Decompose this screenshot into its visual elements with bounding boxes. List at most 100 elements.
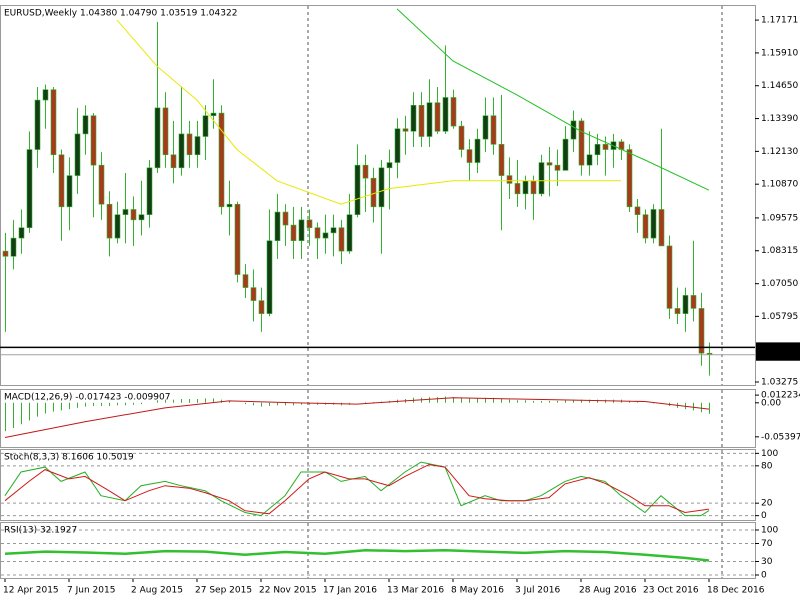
candle-body: [466, 149, 473, 163]
candle-body: [586, 154, 593, 166]
y-tick-label: -0.05397: [761, 432, 800, 442]
candle-body: [666, 245, 673, 309]
candle-body: [642, 214, 649, 239]
candle-body: [530, 180, 537, 195]
candle-body: [242, 274, 249, 288]
y-tick-label: 0: [761, 511, 767, 521]
candle-body: [602, 144, 609, 150]
candle-body: [82, 115, 89, 135]
candle-body: [34, 99, 41, 150]
candle-body: [42, 89, 49, 101]
y-tick-label: 100: [761, 526, 778, 536]
candle-body: [378, 167, 385, 208]
y-tick-label: 100: [761, 449, 778, 459]
candle-body: [322, 232, 329, 239]
candle-body: [634, 206, 641, 215]
candle-body: [658, 209, 665, 247]
x-tick-label: 7 Jun 2015: [67, 586, 115, 596]
candle-body: [18, 227, 25, 239]
candle-body: [210, 112, 217, 116]
candle-body: [594, 144, 601, 156]
indicator-line: [116, 19, 621, 205]
candle-body: [554, 164, 561, 171]
candle-body: [2, 250, 9, 257]
candle-body: [162, 107, 169, 156]
price-tag-box: [756, 342, 800, 353]
candle-body: [226, 203, 233, 208]
y-tick-label: 1.10870: [761, 180, 798, 190]
candle-body: [138, 214, 145, 221]
x-tick-label: 18 Dec 2016: [707, 586, 765, 596]
candle-body: [354, 164, 361, 215]
candle-body: [194, 136, 201, 156]
indicator-line: [4, 397, 710, 438]
candle-body: [506, 175, 513, 184]
candle-body: [570, 120, 577, 140]
candle-body: [674, 308, 681, 314]
candle-body: [546, 162, 553, 166]
price-tag-label: 1.04322: [759, 351, 796, 361]
panel-title: EURUSD,Weekly 1.04380 1.04790 1.03519 1.…: [4, 9, 237, 19]
candle-body: [106, 203, 113, 239]
candle-body: [514, 183, 521, 195]
candle-body: [154, 107, 161, 169]
candle-body: [538, 162, 545, 195]
candle-body: [234, 203, 241, 275]
candle-body: [74, 133, 81, 176]
candle-body: [114, 214, 121, 239]
candle-body: [178, 133, 185, 169]
indicator-line: [4, 464, 710, 515]
y-tick-label: 1.15910: [761, 48, 798, 58]
x-tick-label: 27 Sep 2015: [195, 586, 252, 596]
x-tick-label: 12 Apr 2015: [3, 586, 59, 596]
candle-body: [26, 149, 33, 228]
candle-body: [98, 164, 105, 205]
candle-body: [458, 125, 465, 150]
candle-body: [274, 211, 281, 242]
candle-body: [298, 219, 305, 242]
candle-body: [426, 102, 433, 137]
y-tick-label: 1.07050: [761, 279, 798, 289]
x-tick-label: 22 Nov 2015: [259, 586, 317, 596]
candle-body: [314, 227, 321, 239]
candle-body: [266, 240, 273, 314]
candle-body: [122, 209, 129, 215]
x-tick-label: 17 Jan 2016: [323, 586, 377, 596]
y-tick-label: 1.17171: [761, 16, 798, 26]
x-tick-label: 3 Jul 2016: [515, 586, 560, 596]
indicator-line: [4, 548, 710, 562]
candle-body: [442, 97, 449, 132]
candle-body: [418, 104, 425, 137]
candle-body: [402, 128, 409, 132]
y-tick-label: 0: [761, 570, 767, 580]
candle-body: [58, 154, 65, 208]
candle-body: [306, 219, 313, 228]
price-tag-label: 1.04604: [759, 343, 796, 353]
panel-frame: [0, 389, 756, 448]
candle-body: [522, 180, 529, 195]
y-tick-label: 1.12130: [761, 147, 798, 157]
candle-body: [250, 287, 257, 301]
panel-title: Stoch(8,3,3) 8.1606 10.5019: [4, 453, 134, 463]
candle-body: [146, 167, 153, 215]
candle-body: [258, 300, 265, 314]
y-tick-label: 1.03275: [761, 378, 798, 388]
candle-body: [362, 164, 369, 179]
candle-body: [626, 149, 633, 208]
y-tick-label: 1.13390: [761, 114, 798, 124]
candle-body: [170, 154, 177, 169]
x-tick-label: 8 May 2016: [451, 586, 504, 596]
candle-body: [50, 89, 57, 156]
candle-body: [490, 115, 497, 145]
candle-body: [450, 97, 457, 127]
y-tick-label: 70: [761, 539, 773, 549]
panel-frame: [0, 5, 756, 386]
candle-body: [698, 308, 705, 354]
candle-body: [330, 227, 337, 234]
candle-body: [282, 211, 289, 226]
candle-body: [218, 112, 225, 208]
candle-body: [202, 115, 209, 137]
indicator-line: [396, 8, 710, 191]
y-tick-label: 1.14650: [761, 81, 798, 91]
candle-body: [650, 209, 657, 239]
